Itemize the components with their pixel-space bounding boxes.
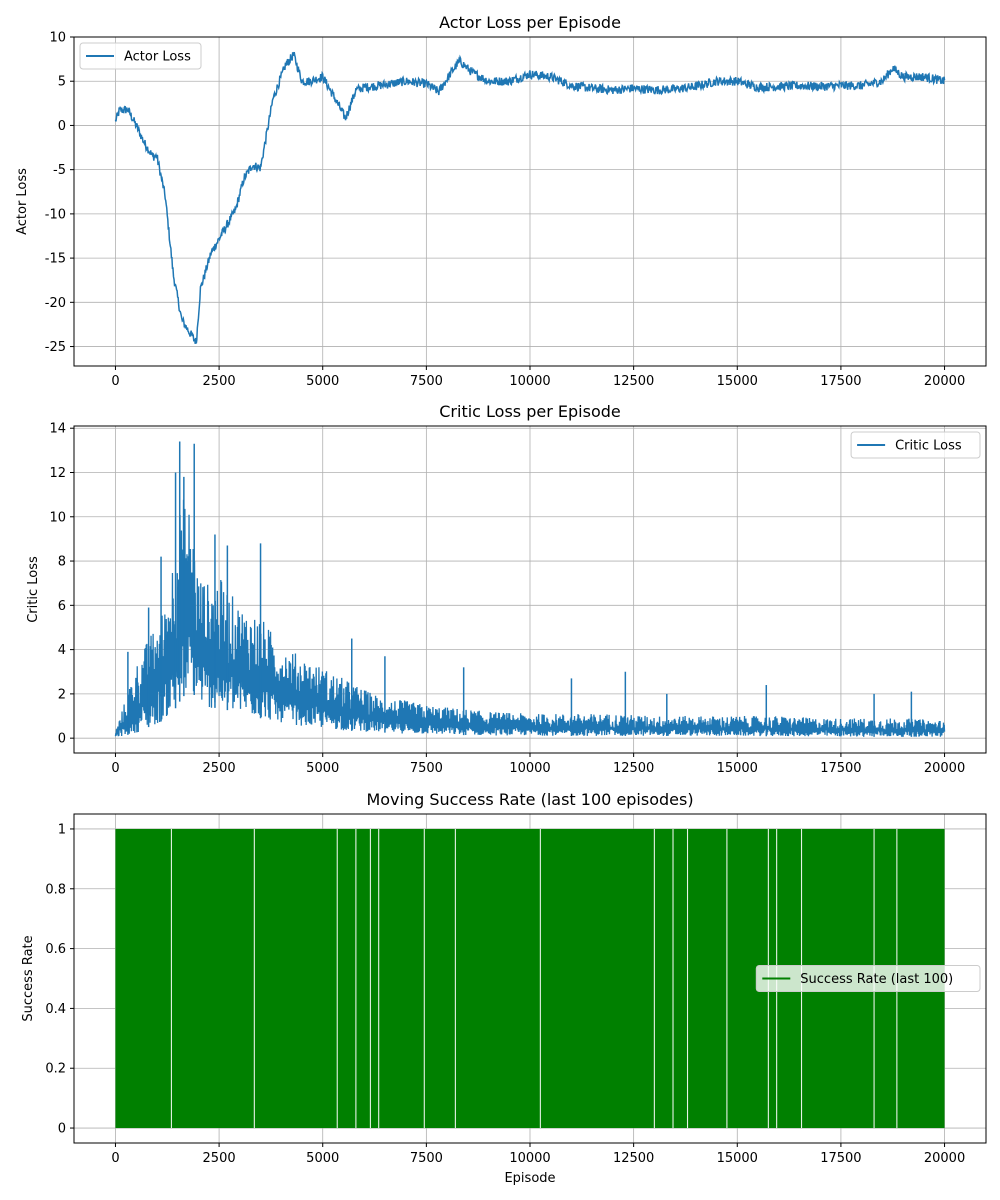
actor-loss-ytick-label: -20 [45,296,66,311]
success-rate-ytick-label: 1 [58,822,66,837]
actor-loss-xtick-label: 2500 [203,374,236,389]
critic-loss-xtick-label: 2500 [203,761,236,776]
actor-loss-xtick-label: 20000 [924,374,965,389]
success-rate-xtick-label: 2500 [203,1151,236,1166]
critic-loss-line [114,499,946,737]
success-rate-xtick-label: 12500 [613,1151,654,1166]
critic-loss-ylabel: Critic Loss [26,556,41,623]
actor-loss-xtick-label: 12500 [613,374,654,389]
critic-loss-ytick-label: 12 [49,466,66,481]
critic-loss-xtick-label: 12500 [613,761,654,776]
critic-loss-xtick-label: 15000 [717,761,758,776]
actor-loss-xtick-label: 7500 [410,374,443,389]
actor-loss-xtick-label: 15000 [717,374,758,389]
critic-loss-title: Critic Loss per Episode [439,402,620,421]
actor-loss-line [114,51,946,344]
critic-loss-ytick-label: 0 [58,732,66,747]
actor-loss-xtick-label: 17500 [820,374,861,389]
critic-loss-xtick-label: 17500 [820,761,861,776]
success-rate-xtick-label: 7500 [410,1151,443,1166]
success-rate-ytick-label: 0.2 [45,1062,66,1077]
success-rate-xlabel: Episode [504,1171,555,1186]
actor-loss-xtick-label: 0 [111,374,119,389]
critic-loss-ytick-label: 8 [58,555,66,570]
critic-loss-legend-box [850,431,981,459]
success-rate-ytick-label: 0 [58,1122,66,1137]
actor-loss-ytick-label: -25 [45,340,66,355]
actor-loss-xtick-label: 10000 [509,374,550,389]
actor-loss-ytick-label: -10 [45,207,66,222]
critic-loss-xtick-label: 7500 [410,761,443,776]
actor-loss-legend-box [79,42,202,70]
success-rate-panel: 0 2500 5000 7500 10000 12500 15000 17500 20000 0 0… [21,790,987,1186]
success-rate-ytick-label: 0.6 [45,942,66,957]
actor-loss-panel: 0 2500 5000 7500 10000 12500 15000 17500 20000 -2… [15,13,987,389]
critic-loss-xtick-label: 10000 [509,761,550,776]
actor-loss-legend-label: Actor Loss [124,50,191,65]
actor-loss-title: Actor Loss per Episode [439,13,621,32]
success-rate-legend-label: Success Rate (last 100) [800,972,953,987]
actor-loss-ytick-label: 10 [49,31,66,46]
critic-loss-xtick-label: 20000 [924,761,965,776]
critic-loss-panel: 0 2500 5000 7500 10000 12500 15000 17500 20000 0 2… [26,402,987,776]
actor-loss-xtick-label: 5000 [306,374,339,389]
critic-loss-ytick-label: 14 [49,422,66,437]
success-rate-legend: Success Rate (last 100) [755,965,981,992]
critic-loss-legend-label: Critic Loss [895,439,962,454]
success-rate-legend-box [755,965,981,992]
success-rate-title: Moving Success Rate (last 100 episodes) [366,790,693,809]
success-rate-xtick-label: 5000 [306,1151,339,1166]
success-rate-xtick-label: 15000 [717,1151,758,1166]
critic-loss-plot-area [114,441,946,737]
critic-loss-xtick-label: 0 [111,761,119,776]
actor-loss-ytick-label: -5 [53,163,66,178]
success-rate-ytick-label: 0.4 [45,1002,66,1017]
success-rate-xtick-label: 10000 [509,1151,550,1166]
actor-loss-ylabel: Actor Loss [15,168,30,235]
critic-loss-ytick-label: 4 [58,643,66,658]
success-rate-plot-area [115,828,945,1129]
actor-loss-legend: Actor Loss [79,42,202,70]
critic-loss-legend: Critic Loss [850,431,981,459]
success-rate-xtick-label: 20000 [924,1151,965,1166]
critic-loss-xtick-label: 5000 [306,761,339,776]
actor-loss-ytick-label: 0 [58,119,66,134]
success-rate-ylabel: Success Rate [21,935,36,1021]
success-rate-ytick-label: 0.8 [45,882,66,897]
actor-loss-ytick-label: 5 [58,75,66,90]
critic-loss-ytick-label: 6 [58,599,66,614]
critic-loss-ytick-label: 2 [58,687,66,702]
success-rate-xtick-label: 0 [111,1151,119,1166]
actor-loss-ytick-label: -15 [45,252,66,267]
success-rate-xtick-label: 17500 [820,1151,861,1166]
actor-loss-plot-area [114,51,946,344]
critic-loss-ytick-label: 10 [49,510,66,525]
